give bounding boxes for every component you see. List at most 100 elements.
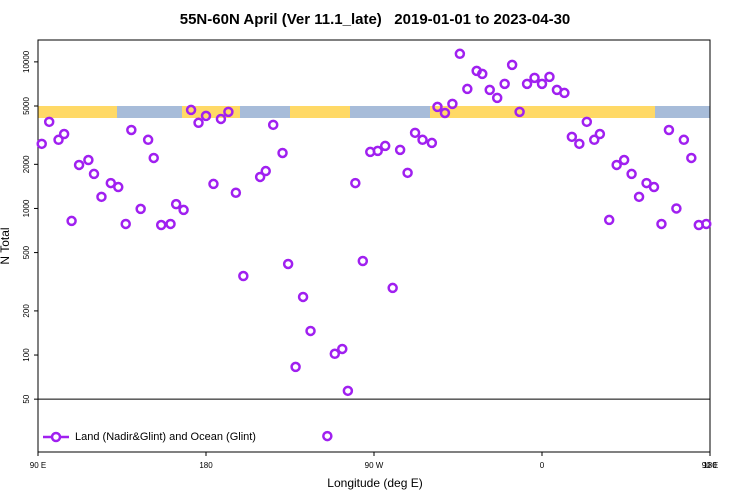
point	[589, 134, 600, 146]
point	[357, 255, 369, 267]
point	[282, 258, 294, 270]
x-tick-label: 180	[703, 461, 717, 470]
point	[329, 348, 341, 360]
point	[277, 147, 288, 159]
point	[337, 343, 348, 355]
point	[686, 152, 697, 164]
point	[120, 218, 131, 230]
point	[462, 83, 473, 95]
point	[230, 187, 242, 198]
point	[594, 128, 606, 140]
point	[260, 165, 271, 177]
point	[491, 92, 503, 104]
point	[409, 127, 421, 139]
point	[656, 218, 667, 230]
point	[439, 107, 451, 119]
y-tick-label: 50	[22, 394, 31, 403]
point	[701, 218, 712, 230]
point	[499, 78, 510, 90]
ocean-strip	[240, 106, 290, 118]
point	[165, 218, 176, 230]
y-tick-label: 2000	[22, 155, 31, 173]
point	[185, 104, 197, 116]
point	[447, 98, 458, 110]
point	[96, 191, 107, 203]
point	[484, 84, 495, 96]
point	[148, 152, 159, 164]
point	[88, 168, 100, 180]
point	[603, 214, 615, 226]
point	[178, 204, 189, 216]
point	[305, 325, 316, 337]
point	[394, 144, 406, 156]
point	[215, 113, 227, 125]
point	[170, 198, 182, 210]
point	[454, 48, 466, 60]
point	[58, 128, 70, 140]
land-ocean-strip	[38, 106, 710, 118]
point	[633, 191, 645, 203]
y-axis-title: N Total	[0, 227, 12, 264]
point	[223, 106, 234, 118]
plot-frame	[37, 39, 711, 453]
point	[671, 203, 682, 214]
x-tick-label: 90 W	[365, 461, 384, 470]
point	[238, 270, 249, 282]
ocean-strip	[350, 106, 430, 118]
point	[581, 116, 593, 128]
chart-title: 55N-60N April (Ver 11.1_late) 2019-01-01…	[180, 11, 571, 28]
point	[618, 154, 630, 166]
point	[350, 177, 361, 189]
point	[155, 219, 167, 231]
point	[208, 178, 219, 190]
point	[626, 168, 637, 180]
y-tick-label: 500	[22, 245, 31, 259]
point	[73, 159, 85, 171]
point	[290, 361, 301, 373]
y-tick-label: 1000	[22, 199, 31, 217]
point	[514, 106, 525, 118]
point	[544, 71, 555, 83]
point	[402, 167, 413, 179]
ocean-strip	[655, 106, 710, 118]
ocean-strip	[172, 106, 182, 118]
point	[135, 203, 146, 215]
point	[43, 116, 55, 128]
x-tick-label: 0	[540, 461, 545, 470]
point	[426, 137, 438, 149]
point	[506, 59, 518, 71]
point	[322, 430, 333, 442]
x-tick-label: 90 E	[30, 461, 46, 470]
point	[432, 101, 443, 113]
y-tick-label: 5000	[22, 97, 31, 115]
point	[126, 124, 137, 136]
point	[342, 385, 354, 397]
point	[574, 138, 585, 150]
point	[417, 134, 428, 146]
point	[529, 72, 540, 84]
point	[254, 171, 266, 183]
point	[648, 181, 660, 193]
point	[611, 159, 622, 171]
point	[83, 154, 94, 166]
point	[477, 68, 488, 80]
x-tick-label: 180	[199, 461, 213, 470]
point	[66, 215, 77, 227]
point	[559, 87, 570, 99]
point	[200, 110, 212, 122]
x-tick-label: 90 E	[702, 461, 718, 470]
point	[641, 177, 652, 189]
legend-marker	[50, 431, 62, 443]
point	[387, 282, 398, 294]
y-tick-label: 200	[22, 304, 31, 318]
point	[267, 119, 279, 131]
point	[372, 145, 383, 157]
point	[193, 117, 204, 129]
point	[566, 131, 578, 143]
point	[297, 291, 309, 303]
y-tick-label: 10000	[22, 50, 31, 73]
point	[521, 78, 533, 90]
point	[113, 181, 124, 193]
point	[379, 140, 391, 152]
